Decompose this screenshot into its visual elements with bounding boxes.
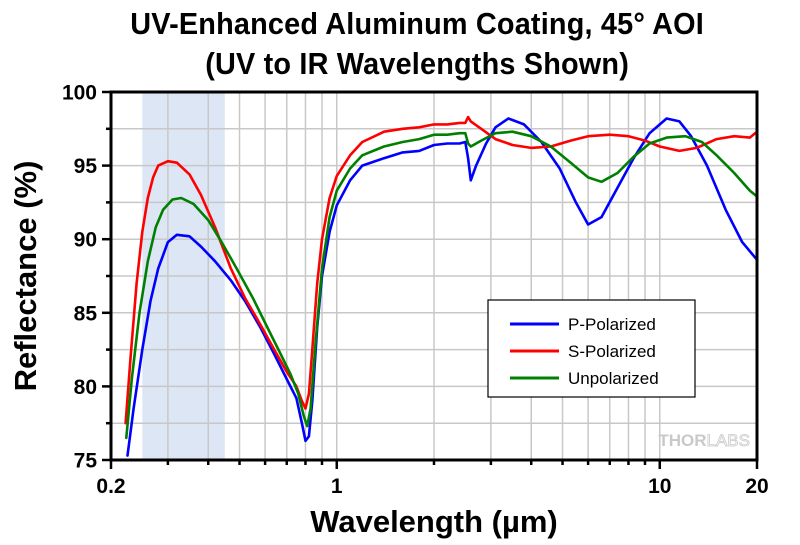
- watermark-light: LABS: [707, 431, 750, 450]
- y-tick-label: 75: [74, 450, 98, 473]
- y-axis-title: Reflectance (%): [8, 161, 43, 392]
- legend-box: [487, 299, 696, 398]
- x-tick-label: 10: [648, 475, 671, 498]
- thorlabs-watermark: THORLABS: [658, 431, 750, 450]
- legend-label-p-polarized: P-Polarized: [568, 315, 656, 334]
- y-tick-label: 95: [74, 155, 98, 178]
- chart-subtitle: (UV to IR Wavelengths Shown): [205, 46, 630, 81]
- series-line-p-polarized: [126, 117, 759, 457]
- y-tick-label: 80: [74, 376, 97, 399]
- legend-label-unpolarized: Unpolarized: [568, 369, 659, 388]
- y-tick-label: 100: [62, 82, 97, 105]
- x-tick-label: 20: [745, 475, 768, 498]
- series-line-s-polarized: [124, 115, 759, 425]
- watermark-bold: THOR: [658, 431, 706, 450]
- y-tick-label: 85: [74, 302, 98, 325]
- x-axis-title: Wavelength (µm): [310, 504, 558, 539]
- y-tick-label: 90: [74, 229, 97, 252]
- legend-label-s-polarized: S-Polarized: [568, 342, 656, 361]
- series-line-unpolarized: [125, 130, 759, 440]
- x-tick-label: 1: [331, 475, 343, 498]
- chart-title: UV-Enhanced Aluminum Coating, 45° AOI: [130, 6, 704, 41]
- legend: P-Polarized S-Polarized Unpolarized: [487, 299, 696, 398]
- x-tick-label: 0.2: [96, 475, 125, 498]
